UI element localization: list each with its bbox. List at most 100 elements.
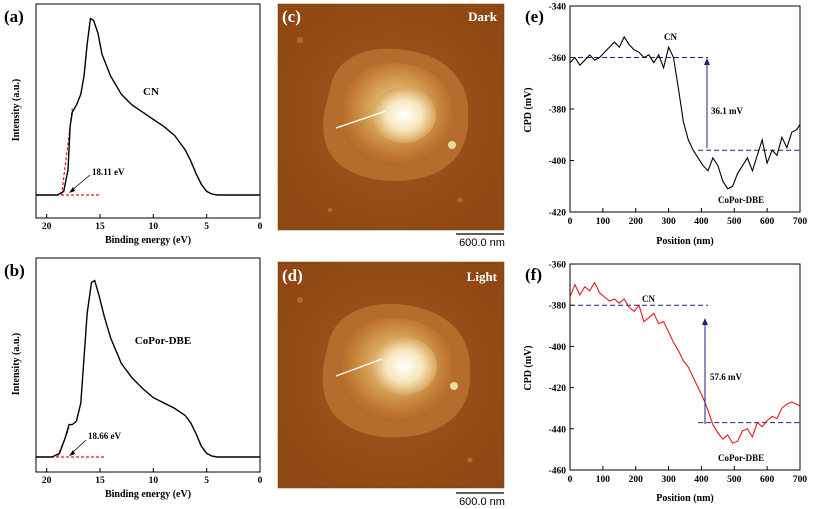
y-tick-label: -340 — [549, 3, 567, 13]
x-axis-title-a: Binding energy (eV) — [105, 235, 191, 246]
panel-f: (f) CPD (mV) Position (nm) 0 100 200 300 400… — [523, 261, 807, 505]
y-tick-label: -380 — [549, 302, 567, 312]
annotation-text-a: 18.11 eV — [92, 167, 125, 177]
reference-lines-f — [570, 304, 800, 424]
panel-b: (b) Intensity (a.u.) Binding energy (eV)… — [4, 257, 263, 500]
annotation-text-b: 18.66 eV — [88, 431, 121, 441]
annotation-delta-f: 57.6 mV — [710, 372, 742, 382]
x-axis-title-b: Binding energy (eV) — [105, 489, 191, 500]
afm-particle-bright — [450, 382, 458, 390]
panel-label-f: (f) — [525, 265, 542, 284]
afm-particle — [467, 457, 473, 463]
panel-a: (a) Intensity (a.u.) Binding energy (eV)… — [4, 3, 263, 246]
x-tick-label: 700 — [793, 475, 808, 485]
scale-bar-label-c: 600.0 nm — [459, 237, 505, 249]
afm-particle — [297, 297, 303, 303]
annotation-copor-e: CoPor-DBE — [718, 195, 764, 205]
x-tick-label: 200 — [629, 475, 644, 485]
panel-label-e: (e) — [525, 7, 544, 26]
x-tick-label: 100 — [596, 217, 611, 227]
y-tick-label: -420 — [549, 209, 567, 219]
reference-lines-e — [570, 57, 800, 151]
x-tick-label: 600 — [760, 475, 775, 485]
line-profile-marker-dark — [335, 110, 387, 129]
ups-curve-cn — [36, 17, 260, 196]
afm-particle — [328, 208, 332, 212]
plot-frame-a — [35, 3, 261, 219]
x-tick-label: 15 — [95, 476, 105, 486]
afm-particle — [457, 197, 463, 203]
x-tick-label: 5 — [204, 476, 209, 486]
delta-arrowhead-e — [704, 58, 710, 65]
y-axis-title-a: Intensity (a.u.) — [11, 79, 22, 142]
y-tick-label: -360 — [549, 54, 567, 64]
plot-frame-f — [569, 263, 801, 471]
x-tick-label: 0 — [568, 475, 573, 485]
image-label-light: Light — [467, 269, 498, 284]
x-tick-label: 20 — [42, 222, 52, 232]
delta-arrowhead-f — [702, 318, 708, 325]
panel-label-b: (b) — [4, 261, 25, 280]
y-tick-label: -380 — [549, 106, 567, 116]
annotation-cn-f: CN — [642, 294, 655, 304]
panel-label-a: (a) — [4, 7, 24, 26]
cpd-curve-dark — [569, 35, 801, 190]
image-label-dark: Dark — [468, 9, 498, 24]
x-tick-label: 0 — [258, 476, 263, 486]
annotation-delta-e: 36.1 mV — [711, 106, 743, 116]
x-tick-label: 600 — [760, 217, 775, 227]
x-tick-label: 500 — [727, 475, 742, 485]
x-axis-title-e: Position (nm) — [656, 236, 714, 247]
panel-c: (c) Dark 600.0 nm — [277, 3, 505, 249]
series-label-copor: CoPor-DBE — [135, 335, 191, 347]
x-tick-label: 10 — [149, 476, 159, 486]
afm-flake-core — [372, 87, 436, 143]
x-tick-label: 500 — [727, 217, 742, 227]
series-label-cn: CN — [143, 86, 159, 98]
x-tick-label: 5 — [204, 222, 209, 232]
x-tick-label: 300 — [661, 475, 676, 485]
scale-bar-label-d: 600.0 nm — [459, 496, 505, 508]
x-tick-label: 0 — [568, 217, 573, 227]
plot-frame-e — [569, 5, 801, 213]
y-tick-label: -400 — [549, 157, 567, 167]
x-tick-label: 700 — [793, 217, 808, 227]
y-tick-label: -440 — [549, 425, 567, 435]
x-tick-label: 20 — [42, 476, 52, 486]
panel-label-d: (d) — [282, 266, 303, 285]
afm-particle — [297, 37, 303, 43]
ticks-f: 0 100 200 300 400 500 600 700 -360 -380 -400 -420 -4… — [549, 261, 808, 486]
x-axis-title-f: Position (nm) — [656, 493, 714, 504]
afm-frame-dark — [277, 3, 505, 231]
x-tick-label: 300 — [661, 217, 676, 227]
annotation-cn-e: CN — [664, 32, 677, 42]
y-axis-title-e: CPD (mV) — [523, 87, 534, 132]
panel-d: (d) Light 600.0 nm — [277, 261, 505, 508]
afm-particle-bright — [448, 141, 456, 149]
annotation-arrow-a — [70, 174, 91, 192]
cpd-curve-light — [569, 281, 801, 444]
ups-curve-copor — [36, 279, 260, 458]
y-tick-label: -360 — [549, 261, 567, 271]
y-tick-label: -400 — [549, 343, 567, 353]
x-ticks-a: 20 15 10 5 0 — [42, 214, 263, 232]
annotation-copor-f: CoPor-DBE — [718, 453, 764, 463]
x-tick-label: 400 — [694, 217, 709, 227]
line-profile-marker-light — [335, 358, 383, 377]
panel-e: (e) CPD (mV) Position (nm) 0 100 200 300 400… — [523, 3, 807, 248]
x-tick-label: 0 — [258, 222, 263, 232]
y-axis-title-b: Intensity (a.u.) — [11, 333, 22, 396]
x-tick-label: 400 — [694, 475, 709, 485]
y-tick-label: -460 — [549, 467, 567, 477]
y-axis-title-f: CPD (mV) — [523, 345, 534, 390]
x-tick-label: 15 — [95, 222, 105, 232]
panel-label-c: (c) — [282, 7, 301, 26]
annotation-arrowhead-a — [69, 187, 75, 193]
afm-flake-core — [371, 337, 437, 395]
x-tick-label: 100 — [596, 475, 611, 485]
plot-frame-b — [35, 257, 261, 473]
x-ticks-b: 20 15 10 5 0 — [42, 468, 263, 486]
y-tick-label: -420 — [549, 384, 567, 394]
x-tick-label: 200 — [629, 217, 644, 227]
